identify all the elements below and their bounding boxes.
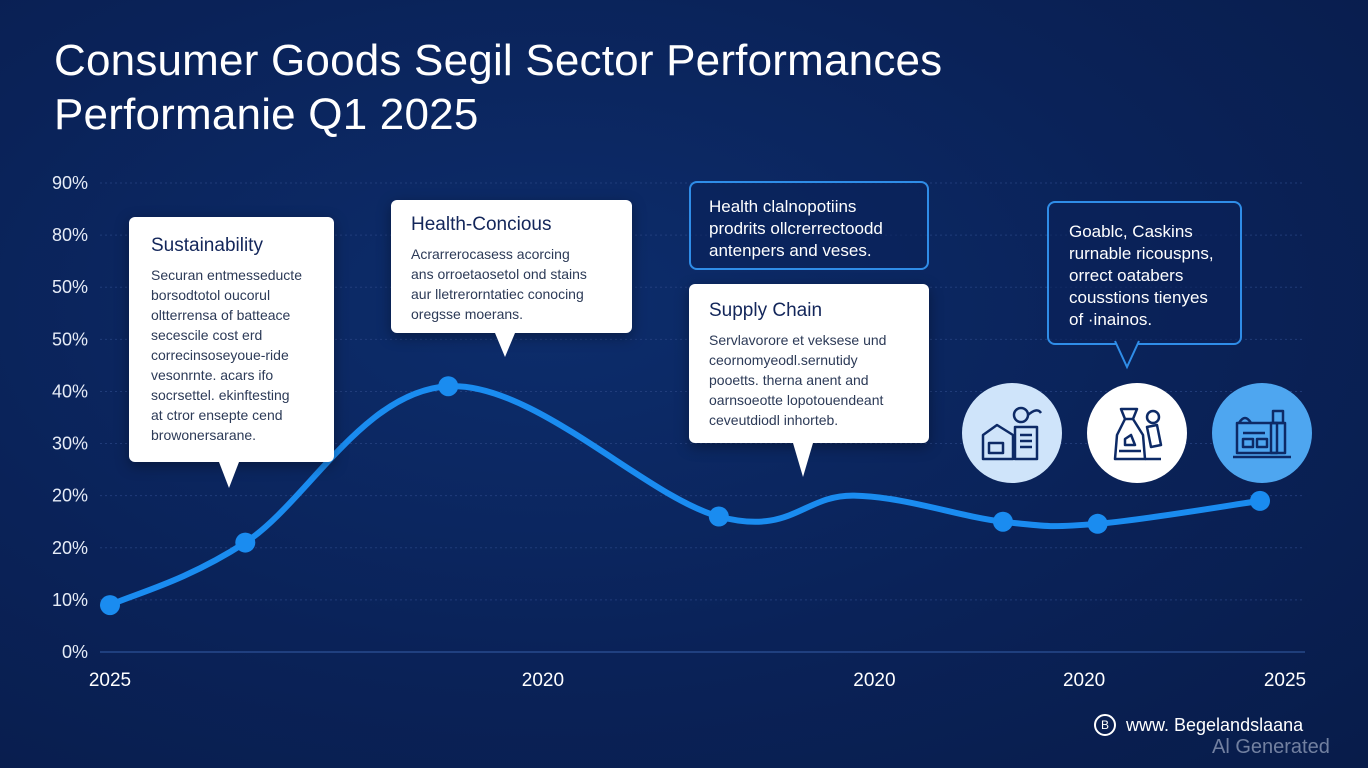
shop-products-icon xyxy=(1212,383,1312,483)
callout-supply-chain: Supply Chain Servlavorore et veksese und… xyxy=(689,284,929,477)
callout-health-conscious: Health-Concious Acrarrerocasess acorcing… xyxy=(391,200,632,357)
callout-sustainability-body: Securan entmesseducte borsodtotol oucoru… xyxy=(151,265,314,445)
data-point[interactable] xyxy=(1250,490,1270,511)
callout-line: secescile cost erd xyxy=(151,327,263,343)
y-tick-label: 80% xyxy=(52,225,88,245)
data-point[interactable] xyxy=(235,532,256,553)
callout-health-heading: Health-Concious xyxy=(411,214,552,235)
callout-line: oltterrensa of batteace xyxy=(151,307,291,323)
outline-line: prodrits ollcrerrectoodd xyxy=(709,219,883,238)
callout-health-body: Acrarrerocasess acorcing ans orroetaoset… xyxy=(411,244,614,324)
callout-line: ceornomyeodl.sernutidy xyxy=(709,352,858,368)
callout-supply-heading: Supply Chain xyxy=(709,300,823,321)
brand-logo-letter: B xyxy=(1100,718,1109,732)
y-axis-ticks: 0% 10% 20% 20% 30% 40% 50% 50% 80% 90% xyxy=(52,173,88,662)
outline-line: rurnable ricouspns, xyxy=(1069,244,1214,263)
y-tick-label: 30% xyxy=(52,434,88,454)
callout-pointer xyxy=(495,333,515,357)
watermark: Al Generated xyxy=(1212,736,1330,758)
x-tick-label: 2020 xyxy=(853,670,895,691)
footer-site-link[interactable]: www. Begelandslaana xyxy=(1126,714,1304,735)
callout-line: pooetts. therna anent and xyxy=(709,372,869,388)
callout-line: oarnsoeotte lopotouendeant xyxy=(709,392,884,408)
shopping-bag-icon xyxy=(1087,383,1187,483)
data-point[interactable] xyxy=(1087,513,1108,534)
x-axis-ticks: 2025 2020 2020 2020 2025 xyxy=(89,670,1306,691)
callout-sustainability-heading: Sustainability xyxy=(151,235,263,256)
callout-line: correcinsoseyoue-ride xyxy=(151,347,289,363)
outline-line: orrect oatabers xyxy=(1069,266,1184,285)
series-line xyxy=(107,383,1263,609)
y-tick-label: 90% xyxy=(52,173,88,193)
y-tick-label: 40% xyxy=(52,381,88,401)
x-tick-label: 2025 xyxy=(1264,670,1306,691)
data-point[interactable] xyxy=(438,376,459,397)
y-tick-label: 10% xyxy=(52,590,88,610)
series-markers xyxy=(100,376,1270,616)
outline-line: cousstions tienyes xyxy=(1069,288,1208,307)
callout-line: socrsettel. ekinftesting xyxy=(151,387,290,403)
footer: B www. Begelandslaana xyxy=(1094,714,1303,736)
callout-line: ceveutdiodl inhorteb. xyxy=(709,412,839,428)
chart-title-line-2: Performanie Q1 2025 xyxy=(54,90,479,139)
callout-sustainability: Sustainability Securan entmesseducte bor… xyxy=(129,217,334,488)
y-tick-label: 20% xyxy=(52,486,88,506)
y-tick-label: 0% xyxy=(62,642,88,662)
callout-line: aur lletrerorntatiec conocing xyxy=(411,286,584,302)
y-tick-label: 20% xyxy=(52,538,88,558)
store-icon xyxy=(962,383,1062,483)
data-point[interactable] xyxy=(992,511,1013,532)
callout-supply-body: Servlavorore et veksese und ceornomyeodl… xyxy=(709,330,911,430)
callout-line: oregsse moerans. xyxy=(411,306,524,322)
outline-pointer xyxy=(1114,340,1140,370)
outline-line: of ·inainos. xyxy=(1069,310,1153,329)
y-tick-label: 50% xyxy=(52,277,88,297)
data-point[interactable] xyxy=(100,595,120,616)
callout-line: ans orroetaosetol ond stains xyxy=(411,266,587,282)
chart-title: Consumer Goods Segil Sector Performances… xyxy=(54,34,942,142)
y-tick-label: 50% xyxy=(52,329,88,349)
callout-pointer xyxy=(793,443,813,477)
callout-line: Acrarrerocasess acorcing xyxy=(411,246,570,262)
callout-line: at ctror ensepte cend xyxy=(151,407,283,423)
callout-line: borsodtotol oucorul xyxy=(151,287,271,303)
x-tick-label: 2025 xyxy=(89,670,131,691)
outline-line: Health clalnopotiins xyxy=(709,197,857,216)
x-tick-label: 2020 xyxy=(522,670,564,691)
outline-line: antenpers and veses. xyxy=(709,241,872,260)
data-point[interactable] xyxy=(708,506,729,527)
outline-note-goabic: Goablc, Caskins rurnable ricouspns, orre… xyxy=(1047,201,1242,370)
chart-title-line-1: Consumer Goods Segil Sector Performances xyxy=(54,36,943,85)
x-tick-label: 2020 xyxy=(1063,670,1105,691)
outline-line: Goablc, Caskins xyxy=(1069,222,1193,241)
brand-logo-icon: B xyxy=(1094,714,1116,736)
callout-line: Securan entmesseducte xyxy=(151,267,302,283)
callout-pointer xyxy=(219,462,239,488)
outline-note-health: Health clalnopotiins prodrits ollcrerrec… xyxy=(689,181,929,270)
callout-line: vesonrnte. acars ifo xyxy=(151,367,274,383)
callout-line: browonersarane. xyxy=(151,427,257,443)
callout-line: Servlavorore et veksese und xyxy=(709,332,887,348)
